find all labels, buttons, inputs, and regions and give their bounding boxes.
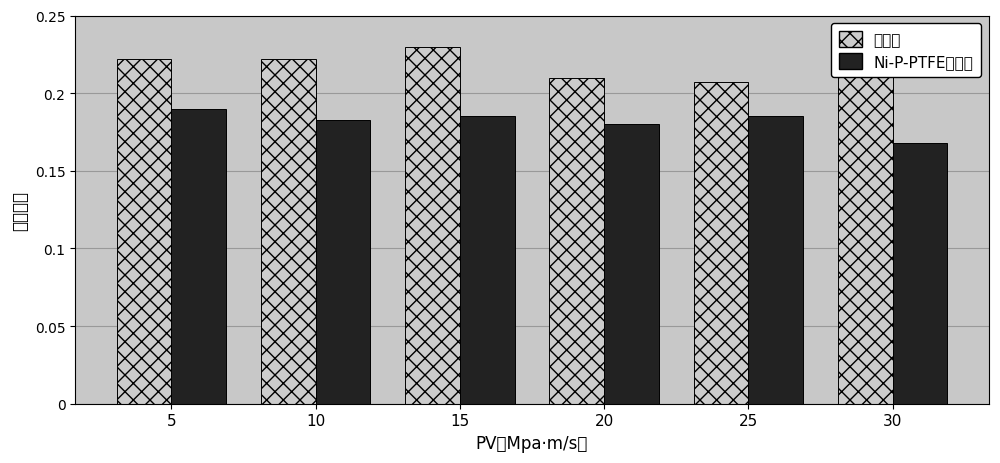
Bar	[117, 60, 171, 404]
Bar	[694, 83, 748, 404]
Bar	[748, 117, 803, 404]
Bar	[893, 144, 947, 404]
X-axis label: PV（Mpa·m/s）: PV（Mpa·m/s）	[476, 434, 588, 452]
Bar	[171, 109, 226, 404]
Bar	[604, 125, 659, 404]
Bar	[549, 79, 604, 404]
Bar	[316, 120, 370, 404]
Bar	[261, 60, 316, 404]
Bar	[838, 60, 893, 404]
Y-axis label: 摩擦系数: 摩擦系数	[11, 190, 29, 230]
Legend: 高速钓, Ni-P-PTFE复合镀: 高速钓, Ni-P-PTFE复合镀	[831, 24, 981, 77]
Bar	[460, 117, 515, 404]
Bar	[405, 48, 460, 404]
